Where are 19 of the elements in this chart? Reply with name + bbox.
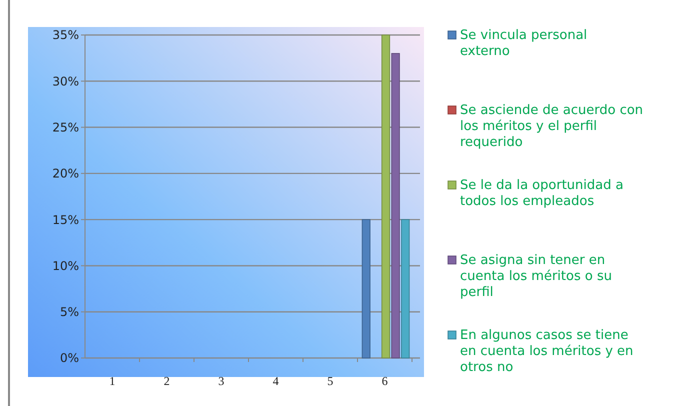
y-tick-label: 35%	[52, 28, 79, 42]
legend-label: En algunos casos se tiene en cuenta los méritos y en otros no	[460, 328, 634, 375]
x-tick-label: 4	[272, 374, 279, 388]
legend-label: Se le da la oportunidad a todos los empleados	[460, 178, 624, 209]
x-tick-label: 3	[218, 374, 224, 388]
y-tick-label: 20%	[52, 166, 79, 181]
legend-label: Se asigna sin tener en cuenta los méritos o su perfil	[460, 253, 612, 300]
y-tick-label: 15%	[52, 212, 79, 227]
x-tick-label: 5	[327, 374, 334, 388]
y-tick-label: 25%	[52, 120, 79, 134]
legend-label: Se vincula personal externo	[460, 28, 588, 59]
x-tick-label: 6	[382, 374, 388, 388]
y-tick-label: 5%	[60, 305, 79, 320]
y-tick-label: 10%	[52, 258, 79, 273]
x-tick-label: 1	[109, 374, 116, 388]
y-tick-label: 30%	[52, 74, 79, 88]
legend-label: Se asciende de acuerdo con los méritos y el perfil requerido	[460, 103, 644, 150]
x-tick-label: 2	[164, 374, 170, 388]
y-tick-label: 0%	[60, 351, 79, 366]
